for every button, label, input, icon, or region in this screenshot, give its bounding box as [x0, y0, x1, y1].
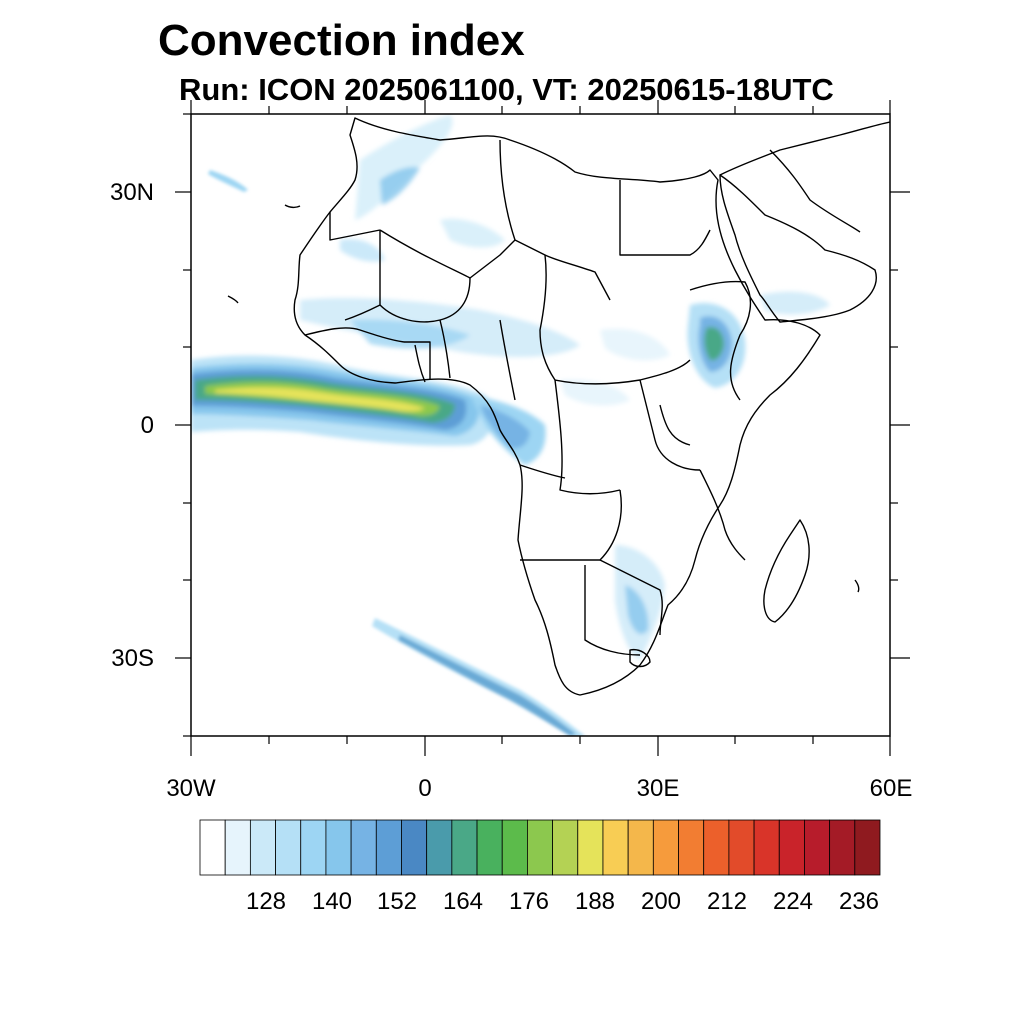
frontal-streak: [208, 170, 585, 736]
colorbar-swatch: [678, 819, 705, 876]
colorbar-swatch: [527, 819, 553, 876]
colorbar-swatch: [552, 819, 579, 876]
convection-shading: [191, 115, 830, 660]
map-area: [191, 115, 890, 736]
colorbar-swatch: [627, 819, 654, 876]
colorbar-swatch: [249, 819, 276, 876]
colorbar-label-188: 188: [574, 888, 616, 915]
colorbar-swatch: [854, 819, 881, 876]
lon-label-60e: 60E: [869, 775, 913, 802]
lon-label-30e: 30E: [636, 775, 680, 802]
colorbar-label-212: 212: [706, 888, 748, 915]
colorbar-swatch: [778, 819, 805, 876]
colorbar-swatch: [300, 819, 327, 876]
colorbar-swatch: [476, 819, 503, 876]
colorbar-swatch: [804, 819, 831, 876]
colorbar-swatch: [350, 819, 377, 876]
colorbar-label-164: 164: [442, 888, 484, 915]
colorbar: [199, 819, 881, 876]
map-subtitle: Run: ICON 2025061100, VT: 20250615-18UTC: [179, 72, 834, 107]
colorbar-label-176: 176: [508, 888, 550, 915]
colorbar-swatch: [753, 819, 780, 876]
colorbar-swatch: [325, 819, 352, 876]
colorbar-swatch: [224, 819, 251, 876]
colorbar-label-224: 224: [772, 888, 814, 915]
lon-label-0: 0: [418, 775, 432, 802]
lat-label-30n: 30N: [109, 179, 154, 206]
colorbar-label-152: 152: [376, 888, 418, 915]
colorbar-swatch: [451, 819, 478, 876]
colorbar-swatch: [275, 819, 302, 876]
colorbar-swatch: [501, 819, 528, 876]
colorbar-swatch: [703, 819, 730, 876]
colorbar-swatch: [401, 819, 428, 876]
colorbar-swatch: [728, 819, 755, 876]
colorbar-swatch: [577, 819, 604, 876]
lon-label-30w: 30W: [166, 775, 216, 802]
colorbar-swatch: [829, 819, 856, 876]
colorbar-swatch: [375, 819, 402, 876]
colorbar-swatch: [602, 819, 629, 876]
colorbar-label-140: 140: [311, 888, 353, 915]
lat-label-0: 0: [140, 412, 154, 439]
coastlines: [227, 117, 890, 696]
colorbar-swatch: [199, 819, 226, 876]
colorbar-label-236: 236: [838, 888, 880, 915]
colorbar-label-200: 200: [640, 888, 682, 915]
colorbar-swatch: [426, 819, 453, 876]
map-title: Convection index: [158, 16, 525, 65]
axis-ticks: [175, 100, 910, 756]
colorbar-label-128: 128: [245, 888, 287, 915]
colorbar-swatch: [652, 819, 679, 876]
lat-label-30s: 30S: [111, 645, 154, 672]
